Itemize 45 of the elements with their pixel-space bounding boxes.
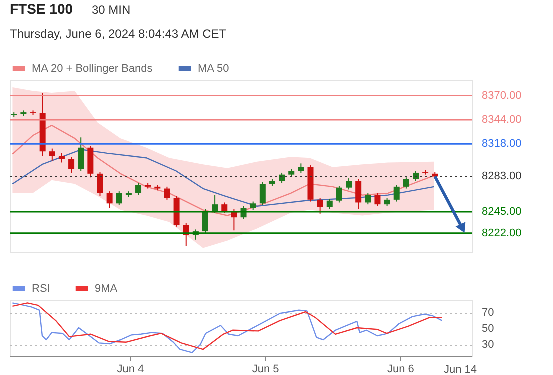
x-tick-label: Jun 6: [387, 364, 414, 375]
y-tick-label: 8283.00: [482, 170, 522, 183]
candlestick: [202, 208, 208, 234]
candlestick: [49, 148, 56, 162]
candlestick: [346, 178, 352, 190]
candlestick: [403, 177, 410, 190]
candlestick: [78, 137, 84, 172]
candlestick: [136, 182, 142, 196]
chart-title: FTSE 100: [10, 1, 74, 17]
candlestick: [212, 194, 218, 214]
legend-label: 9MA: [95, 283, 118, 295]
legend-label: RSI: [32, 283, 50, 295]
candlestick: [58, 152, 65, 164]
y-tick-label: 30: [482, 338, 494, 351]
y-tick-label: 8318.00: [482, 138, 522, 150]
y-tick-label: 8344.00: [482, 114, 522, 126]
y-tick-label: 8222.00: [482, 227, 522, 240]
candlestick: [164, 186, 170, 200]
candlestick: [336, 185, 342, 204]
candlestick: [97, 172, 104, 197]
y-tick-label: 8245.00: [482, 206, 522, 218]
legend-label: MA 20 + Bollinger Bands: [32, 63, 154, 75]
legend-label: MA 50: [198, 63, 230, 75]
candlestick: [326, 198, 333, 210]
candlestick: [394, 184, 400, 202]
candlestick: [106, 191, 113, 209]
x-tick-label: Jun 4: [117, 364, 144, 375]
candlestick: [374, 192, 381, 207]
candlestick: [356, 178, 362, 210]
y-tick-label: 8370.00: [482, 90, 522, 102]
candlestick: [260, 182, 266, 206]
candlestick: [317, 198, 324, 214]
text: Jun 14: [444, 364, 478, 375]
x-tick-label: Jun 5: [252, 364, 280, 375]
candlestick: [365, 192, 372, 206]
y-tick-label: 70: [482, 306, 494, 319]
line-series: [12, 149, 435, 208]
candlestick: [116, 191, 122, 206]
candlestick: [279, 172, 286, 184]
candlestick: [68, 156, 75, 174]
text: 30 MIN: [92, 3, 131, 17]
y-tick-label: 50: [482, 322, 494, 335]
chart-subtitle: Thursday, June 6, 2024 8:04:43 AM CET: [10, 27, 228, 41]
candlestick: [298, 163, 304, 174]
candlestick: [222, 202, 228, 214]
